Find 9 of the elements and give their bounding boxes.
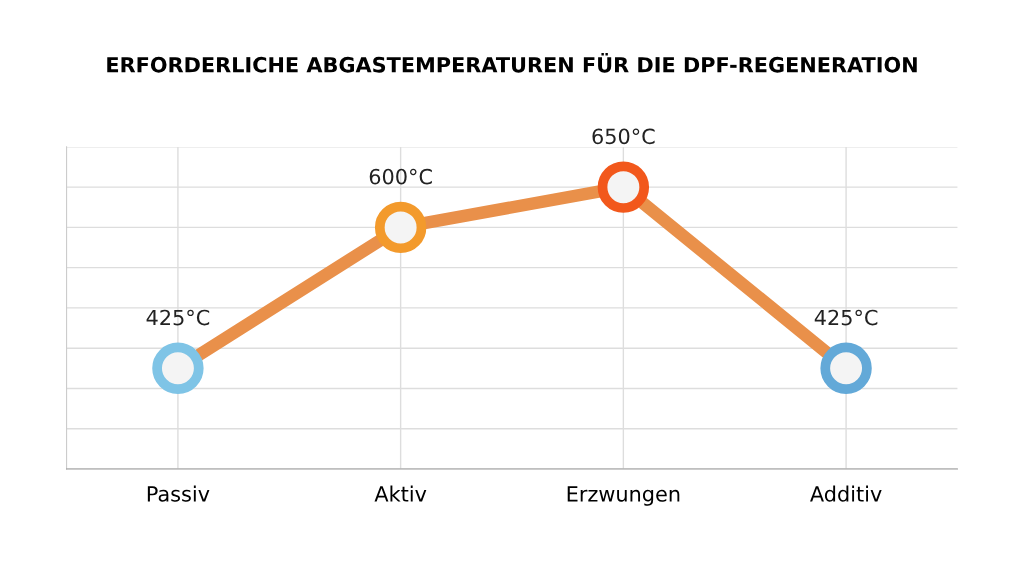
x-tick-label: Aktiv [374,485,427,502]
data-label: 425°C [814,309,878,326]
x-tick-label: Erzwungen [567,486,680,506]
x-tick-label: Additiv [810,485,882,502]
x-tick-label: Passiv [147,485,210,502]
data-label: 650°C [592,128,655,145]
chart-title: ERFORDERLICHE ABGASTEMPERATUREN FÜR DIE DPF-REGENERATION [107,53,917,73]
data-label: 600°C [369,168,432,185]
data-label: 425°C [146,309,210,326]
